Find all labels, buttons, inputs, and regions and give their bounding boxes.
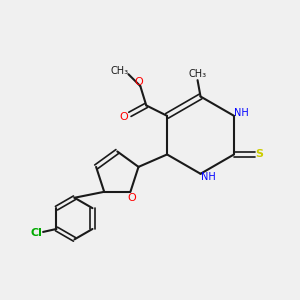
Text: CH₃: CH₃	[110, 66, 129, 76]
Text: O: O	[134, 76, 143, 87]
Text: O: O	[128, 193, 136, 203]
Text: S: S	[255, 149, 263, 160]
Text: O: O	[120, 112, 128, 122]
Text: NH: NH	[201, 172, 215, 182]
Text: Cl: Cl	[31, 228, 43, 239]
Text: CH₃: CH₃	[188, 69, 207, 79]
Text: NH: NH	[234, 108, 249, 118]
